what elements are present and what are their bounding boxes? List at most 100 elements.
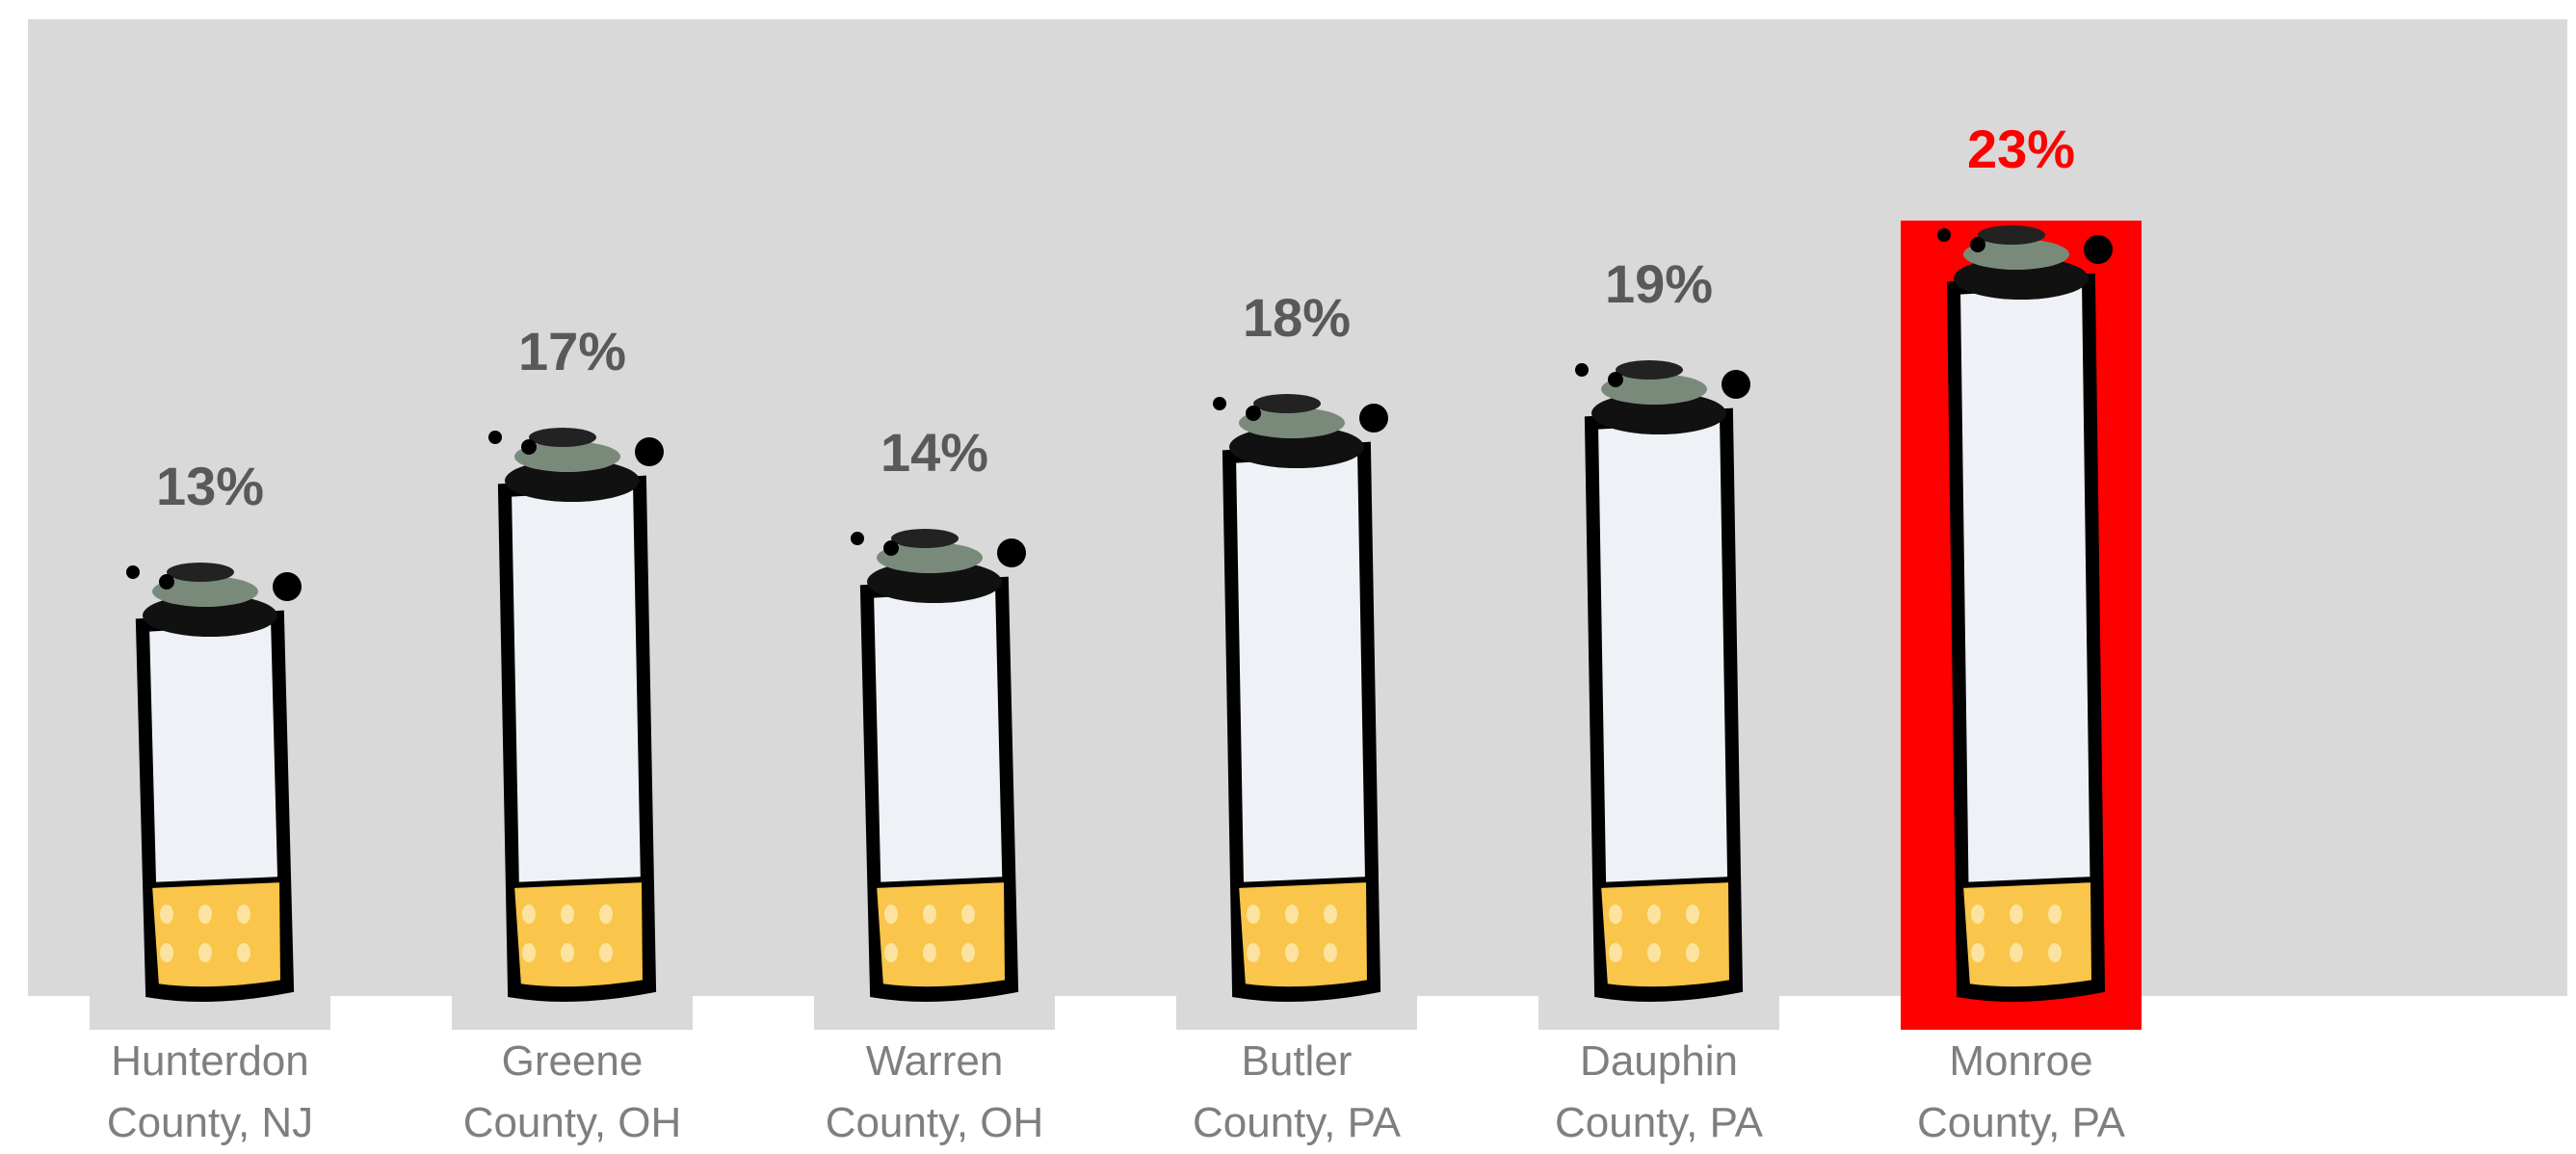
ash [1601,374,1707,405]
category-label: Greene County, OH [462,1037,682,1146]
filter-dot [599,905,613,924]
filter-dot [1686,905,1699,924]
filter-dot [1324,943,1337,962]
smoke-dot [1213,397,1226,410]
value-label: 19% [1605,253,1713,314]
smoke-dot [1937,228,1951,242]
category-label: Monroe County, PA [1916,1037,2126,1146]
cigarette-filter [145,876,287,993]
ash [891,529,959,548]
filter-dot [1247,905,1260,924]
cigarette-filter [1957,876,2098,993]
filter-dot [522,905,536,924]
ash [1591,392,1726,434]
filter-dot [961,905,975,924]
filter-dot [961,943,975,962]
filter-dot [1609,905,1622,924]
value-label: 18% [1243,287,1351,348]
value-label: 23% [1967,118,2075,179]
smoke-dot [1575,363,1589,377]
ash [1616,360,1683,380]
cigarette-body [1222,441,1381,1002]
filter-dot [1285,905,1299,924]
filter-dot [1647,943,1661,962]
ash [1229,426,1364,468]
filter-dot [2010,943,2023,962]
filter-dot [1647,905,1661,924]
ash [514,441,620,472]
ash [867,561,1002,603]
smoke-dot [126,565,140,579]
smoke-dot [997,538,1026,567]
ash [877,542,983,573]
cigarette-filter [870,876,1012,993]
ash [1978,225,2045,245]
filter-dot [884,943,898,962]
cigarette [488,428,664,1002]
smoke-dot [488,431,502,444]
filter-dot [1686,943,1699,962]
filter-dot [160,943,173,962]
ash [1963,239,2069,270]
filter-dot [237,943,250,962]
smoke-dot [635,437,664,466]
filter-dot [923,905,936,924]
smoke-dot [2084,235,2113,264]
cigarette [1575,360,1750,1002]
filter-dot [1609,943,1622,962]
smoke-dot [883,540,899,556]
cigarette-filter [508,876,649,993]
filter-dot [1971,943,1985,962]
cigarette [851,529,1026,1002]
ash [167,563,234,582]
cigarette [1937,225,2113,1002]
filter-dot [1324,905,1337,924]
ash [529,428,596,447]
filter-dot [198,905,212,924]
cigarette-filter [1594,876,1736,993]
filter-dot [884,905,898,924]
filter-dot [561,905,574,924]
smoke-dot [521,439,537,455]
filter-dot [2048,943,2062,962]
smoke-dot [159,574,174,590]
filter-dot [561,943,574,962]
value-label: 17% [518,321,626,381]
cigarette [1213,394,1388,1002]
smoke-dot [851,532,864,545]
ash [143,594,277,637]
smoke-dot [273,572,302,601]
smoke-dot [1608,372,1623,387]
category-label: Dauphin County, PA [1554,1037,1764,1146]
filter-dot [160,905,173,924]
ash [1239,407,1345,438]
filter-dot [923,943,936,962]
ash [1253,394,1321,413]
cigarette [126,563,302,1002]
category-label: Warren County, OH [825,1037,1044,1146]
value-label: 13% [156,456,264,516]
cigarette-body [1946,273,2106,1002]
smoke-dot [1359,404,1388,433]
cigarette-filter [1232,876,1374,993]
category-label: Butler County, PA [1192,1037,1402,1146]
cigarette-body [497,475,657,1002]
filter-dot [198,943,212,962]
category-label: Hunterdon County, NJ [106,1037,314,1146]
cigarette-body [1584,407,1744,1002]
ash [1954,257,2089,300]
value-label: 14% [881,422,988,483]
filter-dot [599,943,613,962]
smoke-dot [1722,370,1750,399]
ash [505,459,640,502]
ash [152,576,258,607]
smoke-dot [1246,406,1261,421]
filter-dot [1247,943,1260,962]
filter-dot [522,943,536,962]
filter-dot [2010,905,2023,924]
smoke-dot [1970,237,1985,252]
filter-dot [2048,905,2062,924]
filter-dot [237,905,250,924]
